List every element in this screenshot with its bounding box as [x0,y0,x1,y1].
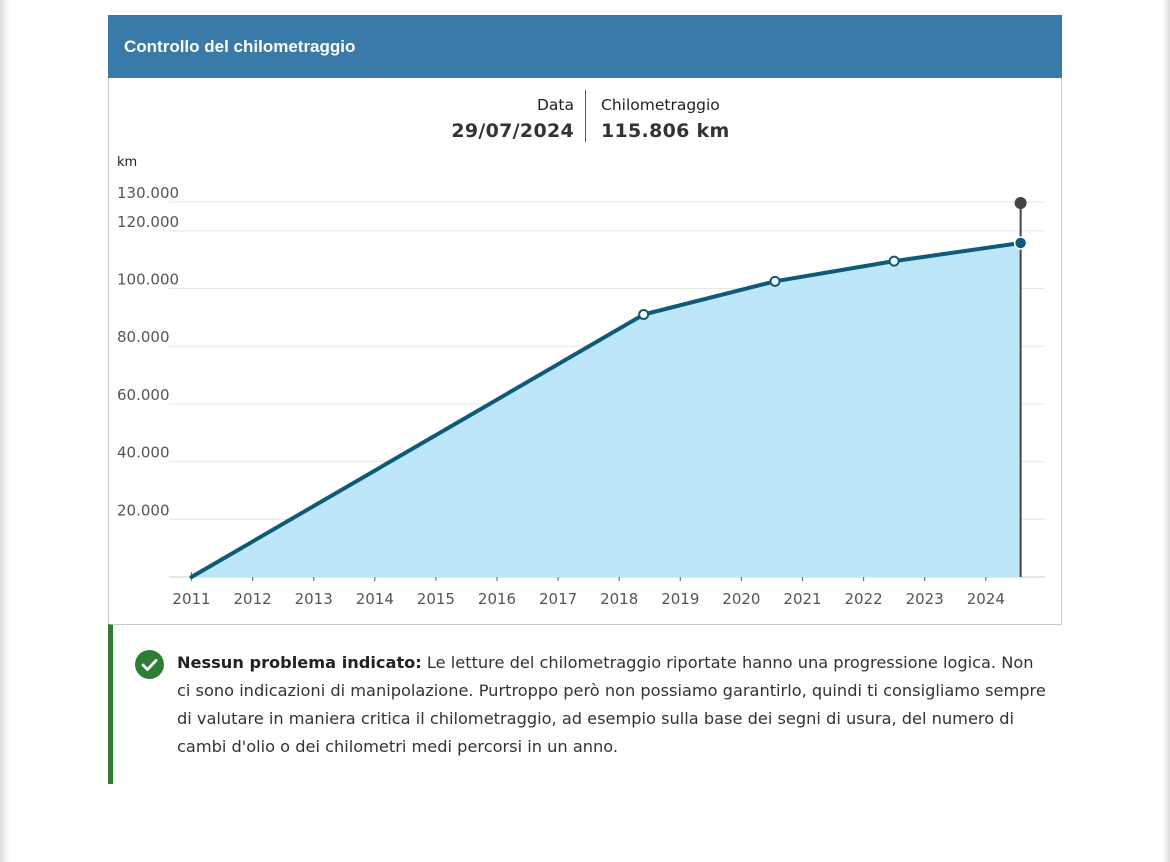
check-icon [135,650,164,679]
summary-divider [585,90,586,142]
x-tick-label: 2013 [295,590,333,608]
series-area [191,242,1021,578]
notice-text: Nessun problema indicato: Le letture del… [177,649,1047,761]
data-point [638,309,650,320]
y-tick-label: 120.000 [117,213,179,231]
x-tick-label: 2015 [417,590,455,608]
y-axis-unit: km [117,155,137,170]
x-tick-label: 2012 [234,590,272,608]
x-tick-label: 2020 [722,590,760,608]
y-tick-label: 60.000 [117,386,170,404]
mileage-chart[interactable]: km 20.000 40.000 60.000 80.000 100.000 120.000… [109,16,1061,616]
y-tick-label: 40.000 [117,444,170,462]
date-label: Data [536,96,574,114]
x-tick-label: 2023 [906,590,944,608]
page-edge-left [0,0,10,862]
x-tick-label: 2011 [172,590,210,608]
y-tick-label: 100.000 [117,271,179,289]
y-tick-label: 80.000 [117,328,170,346]
x-tick-label: 2024 [967,590,1005,608]
card-title: Controllo del chilometraggio [108,15,1062,78]
page-edge-right [1162,0,1170,862]
summary-date: Data 29/07/2024 [451,94,574,146]
notice-body: Le letture del chilometraggio riportate … [177,653,1046,756]
x-tick-label: 2019 [661,590,699,608]
km-value: 115.806 km [601,120,730,142]
cursor-handle [1014,197,1027,209]
y-tick-label: 20.000 [117,501,170,519]
x-tick-label: 2021 [783,590,821,608]
km-label: Chilometraggio [601,96,720,114]
mileage-card: Controllo del chilometraggio Data 29/07/… [108,15,1063,784]
data-point [769,275,781,287]
x-tick-label: 2022 [845,590,883,608]
x-tick-label: 2014 [356,590,394,608]
notice-title: Nessun problema indicato: [177,653,422,672]
x-tick-label: 2017 [539,590,577,608]
y-tick-label: 130.000 [117,184,179,202]
x-tick-label: 2018 [600,590,638,608]
selected-point [1013,236,1028,250]
x-tick-label: 2016 [478,590,516,608]
summary-km: Chilometraggio 115.806 km [601,94,730,146]
data-point [888,255,900,267]
status-notice: Nessun problema indicato: Le letture del… [108,624,1062,784]
date-value: 29/07/2024 [451,120,574,142]
mileage-summary: Data 29/07/2024 Chilometraggio 115.806 k… [109,94,1063,146]
